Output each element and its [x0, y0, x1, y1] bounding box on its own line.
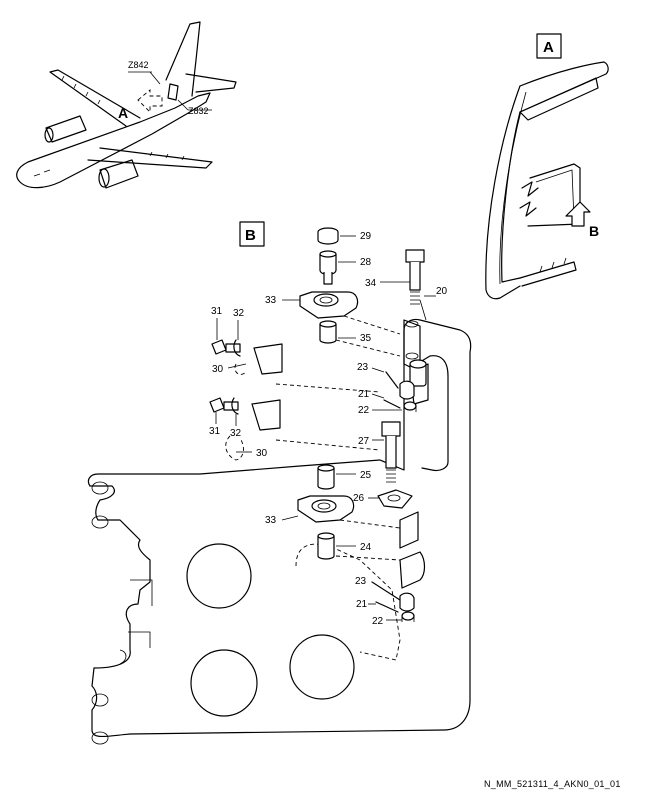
callout-33-upper: 33 — [265, 295, 277, 306]
callout-30-upper: 30 — [212, 364, 224, 375]
view-a-box: A — [536, 33, 562, 59]
callout-29: 29 — [360, 231, 372, 242]
callout-33-lower: 33 — [265, 515, 277, 526]
callout-21-upper: 21 — [358, 389, 370, 400]
callout-24: 24 — [360, 542, 372, 553]
view-arrow-label-a: A — [118, 105, 128, 121]
part-33-lower — [281, 495, 355, 523]
callout-28: 28 — [360, 257, 372, 268]
callout-34: 34 — [365, 278, 377, 289]
zone-label-upper: Z842 — [128, 60, 149, 70]
callout-27: 27 — [358, 436, 370, 447]
callout-23-lower: 23 — [355, 576, 367, 587]
aircraft-illustration: Z842 Z832 A — [16, 21, 237, 189]
callout-30-lower: 30 — [256, 448, 268, 459]
part-26 — [368, 489, 413, 509]
view-arrow-label-b: B — [589, 223, 599, 239]
view-a-title: A — [543, 39, 554, 56]
callout-21-lower: 21 — [356, 599, 368, 610]
part-33-upper — [282, 291, 359, 319]
parts-23-21-22-upper — [371, 367, 417, 412]
part-34 — [380, 249, 425, 305]
callout-labels: 29 28 34 33 20 35 31 32 30 23 21 22 31 3… — [209, 231, 448, 627]
bracket-plate — [87, 318, 472, 745]
callout-32-lower: 32 — [230, 428, 242, 439]
parts-23-21-22-lower — [368, 581, 415, 622]
view-b-box: B — [239, 221, 265, 247]
callout-23-upper: 23 — [357, 362, 369, 373]
callout-25: 25 — [360, 470, 372, 481]
callout-31-lower: 31 — [209, 426, 221, 437]
part-35 — [319, 320, 356, 344]
callout-26: 26 — [353, 493, 365, 504]
callout-31-upper: 31 — [211, 306, 223, 317]
part-25 — [317, 464, 356, 490]
part-29 — [317, 227, 356, 245]
part-27 — [372, 421, 401, 483]
callout-22-upper: 22 — [358, 405, 370, 416]
callout-35: 35 — [360, 333, 372, 344]
callout-20: 20 — [436, 286, 448, 297]
zone-label-lower: Z832 — [188, 106, 209, 116]
part-28 — [319, 250, 356, 285]
fastener-group-upper — [211, 318, 283, 375]
callout-22-lower: 22 — [372, 616, 384, 627]
fastener-group-lower — [209, 397, 281, 461]
door-illustration: B — [485, 61, 609, 300]
callout-32-upper: 32 — [233, 308, 245, 319]
figure-id: N_MM_521311_4_AKN0_01_01 — [484, 779, 621, 789]
part-24 — [317, 532, 356, 560]
view-b-title: B — [245, 227, 256, 244]
